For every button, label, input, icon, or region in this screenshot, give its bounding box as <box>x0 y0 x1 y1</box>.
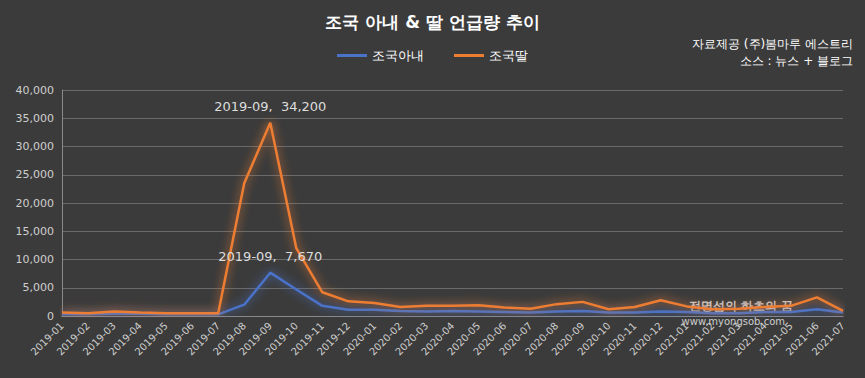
svg-text:40,000: 40,000 <box>16 84 55 97</box>
svg-text:2019-12: 2019-12 <box>315 320 353 358</box>
svg-text:2021-01: 2021-01 <box>653 320 691 358</box>
svg-text:2020-12: 2020-12 <box>627 320 665 358</box>
svg-text:2020-09: 2020-09 <box>549 320 587 358</box>
svg-text:2020-08: 2020-08 <box>523 320 561 358</box>
svg-text:2020-10: 2020-10 <box>575 320 613 358</box>
svg-text:2019-06: 2019-06 <box>158 320 197 358</box>
svg-text:2019-01: 2019-01 <box>28 320 66 358</box>
svg-text:2019-03: 2019-03 <box>80 320 118 358</box>
svg-text:2020-06: 2020-06 <box>471 320 509 358</box>
svg-text:2020-03: 2020-03 <box>393 320 431 358</box>
svg-text:15,000: 15,000 <box>16 225 55 238</box>
svg-text:35,000: 35,000 <box>16 112 55 125</box>
svg-text:2020-11: 2020-11 <box>601 320 639 358</box>
svg-text:2019-09, 34,200: 2019-09, 34,200 <box>214 99 326 114</box>
svg-text:30,000: 30,000 <box>16 140 55 153</box>
svg-text:10,000: 10,000 <box>16 253 55 266</box>
svg-text:조국 아내 & 딸 언급량 추이: 조국 아내 & 딸 언급량 추이 <box>325 12 539 32</box>
svg-text:0: 0 <box>47 310 54 323</box>
svg-text:2021-06: 2021-06 <box>783 320 821 358</box>
svg-text:2019-04: 2019-04 <box>106 320 144 358</box>
svg-text:www.myongsob.com: www.myongsob.com <box>681 315 785 327</box>
svg-text:전명섭의 하츠의 꿈: 전명섭의 하츠의 꿈 <box>688 299 793 313</box>
svg-text:2021-02: 2021-02 <box>679 320 717 358</box>
svg-text:2019-10: 2019-10 <box>262 320 301 358</box>
svg-text:2020-07: 2020-07 <box>497 320 535 358</box>
svg-text:2020-02: 2020-02 <box>367 320 405 358</box>
svg-text:25,000: 25,000 <box>16 168 55 181</box>
svg-text:조국아내: 조국아내 <box>372 48 424 63</box>
svg-text:2019-05: 2019-05 <box>132 320 170 358</box>
svg-text:20,000: 20,000 <box>16 197 55 210</box>
svg-text:2019-07: 2019-07 <box>184 320 223 358</box>
svg-text:2020-04: 2020-04 <box>419 320 457 358</box>
svg-text:2020-05: 2020-05 <box>445 320 483 358</box>
svg-text:5,000: 5,000 <box>23 281 55 294</box>
svg-text:자료제공 (주)봄마루 에스트리: 자료제공 (주)봄마루 에스트리 <box>692 37 853 51</box>
svg-text:2021-04: 2021-04 <box>731 320 769 358</box>
svg-text:2019-09: 2019-09 <box>236 320 275 358</box>
svg-text:2019-02: 2019-02 <box>54 320 92 358</box>
svg-text:2021-05: 2021-05 <box>757 320 795 358</box>
svg-text:2021-03: 2021-03 <box>705 320 743 358</box>
svg-text:2019-11: 2019-11 <box>288 320 327 358</box>
svg-text:조국딸: 조국딸 <box>489 48 528 63</box>
svg-text:소스 : 뉴스 + 블로그: 소스 : 뉴스 + 블로그 <box>740 54 853 68</box>
svg-text:2019-09, 7,670: 2019-09, 7,670 <box>218 249 322 264</box>
svg-text:2019-08: 2019-08 <box>210 320 249 358</box>
svg-text:2020-01: 2020-01 <box>341 320 379 358</box>
svg-text:2021-07: 2021-07 <box>810 320 847 357</box>
